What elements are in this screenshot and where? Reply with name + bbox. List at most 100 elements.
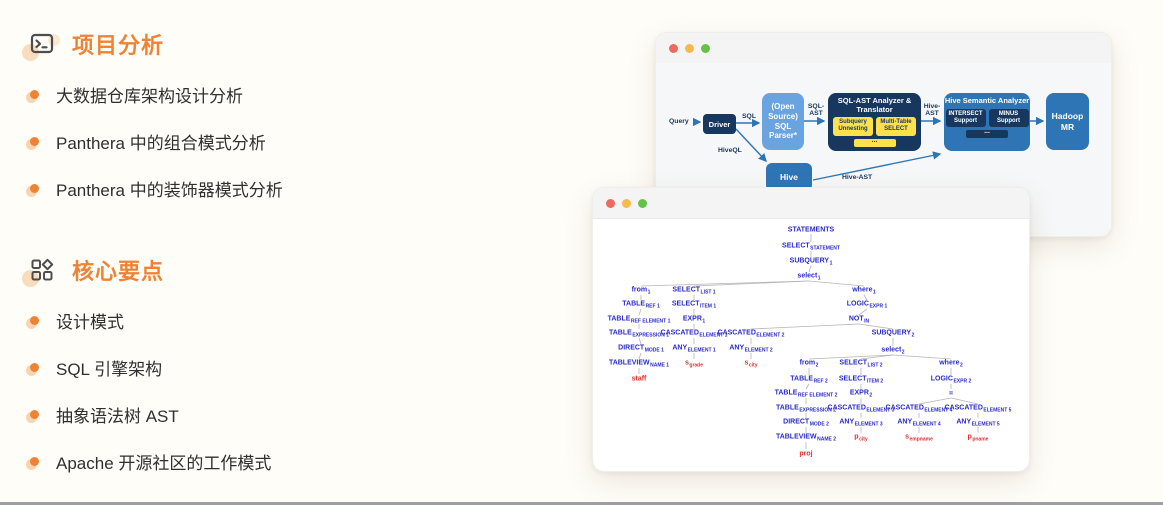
ast-edge <box>750 323 860 330</box>
bottom-edge-bar <box>0 502 1163 505</box>
traffic-light-red-icon <box>606 198 615 208</box>
ast-node: = <box>948 390 954 398</box>
ast-node: TABLEREF ELEMENT 2 <box>774 389 838 399</box>
ast-node: SELECTITEM 1 <box>671 300 717 310</box>
ast-node: SELECTITEM 2 <box>838 375 884 385</box>
ast-node: STATEMENTS <box>787 226 835 234</box>
ast-edge <box>805 383 810 390</box>
ast-node: SUBQUERY1 <box>789 257 833 267</box>
ast-edge <box>638 308 642 316</box>
ast-node: LOGICEXPR 2 <box>930 375 972 385</box>
hadoop-mr-box: Hadoop MR <box>1046 93 1089 150</box>
sql-label: SQL <box>742 113 756 120</box>
ast-edge <box>863 294 868 301</box>
ast-node: CASCATEDELEMENT 2 <box>717 329 785 339</box>
ast-leaf-node: staff <box>631 375 647 383</box>
ast-node: TABLEEXPRESSION 1 <box>609 329 669 339</box>
ast-node: SELECTLIST 2 <box>839 359 883 369</box>
subquery-unnesting-chip: Subquery Unnesting <box>833 117 873 136</box>
ast-node: NOTIN <box>848 315 870 325</box>
ast-node: ANYELEMENT 3 <box>839 418 883 428</box>
section-title: 核心要点 <box>72 259 165 284</box>
ast-node: where1 <box>852 286 876 296</box>
ast-node: ANYELEMENT 5 <box>956 418 1000 428</box>
section-header: 项目分析 <box>22 26 283 62</box>
section-project-analysis: 项目分析 大数据仓库架构设计分析 Panthera 中的组合模式分析 Panth… <box>22 26 283 224</box>
hive-ast-top-label: Hive-AST <box>923 103 941 118</box>
ast-node: TABLEVIEWNAME 2 <box>775 433 837 443</box>
ast-node: CASCATEDELEMENT 4 <box>885 404 953 414</box>
blocks-icon <box>22 255 57 287</box>
bullet-icon <box>26 363 39 376</box>
hive-ast-bottom-label: Hive-AST <box>842 174 873 181</box>
ast-edge <box>858 323 894 330</box>
bullet-list: 大数据仓库架构设计分析 Panthera 中的组合模式分析 Panthera 中… <box>26 83 283 200</box>
hiveql-label: HiveQL <box>718 147 742 154</box>
bullet-icon <box>26 184 39 197</box>
ast-node: EXPR1 <box>682 315 706 325</box>
list-item-text: 抽象语法树 AST <box>56 407 179 426</box>
ast-edge <box>638 352 642 360</box>
bullet-icon <box>26 90 39 103</box>
traffic-light-yellow-icon <box>622 198 631 208</box>
ast-edge <box>693 280 810 287</box>
list-item-text: SQL 引擎架构 <box>56 360 163 379</box>
list-item: SQL 引擎架构 <box>26 356 271 379</box>
list-item: 设计模式 <box>26 309 271 332</box>
analyzer-title: SQL-AST Analyzer & Translator <box>837 96 912 114</box>
ast-edge <box>858 308 868 316</box>
analyzer-chips: Subquery Unnesting Multi-Table SELECT <box>828 117 921 136</box>
hive-box: Hive <box>766 163 812 191</box>
section-key-points: 核心要点 设计模式 SQL 引擎架构 抽象语法树 AST Apache 开源社区… <box>22 252 272 497</box>
list-item-text: Apache 开源社区的工作模式 <box>56 454 272 473</box>
section-title: 项目分析 <box>72 33 165 58</box>
traffic-light-green-icon <box>701 43 710 53</box>
ast-window: STATEMENTS SELECTSTATEMENT SUBQUERY1 select… <box>592 187 1030 472</box>
ast-edge <box>892 354 952 360</box>
semantic-title: Hive Semantic Analyzer <box>944 96 1030 105</box>
sql-parser-box: (Open Source) SQL Parser* <box>762 93 804 150</box>
ast-node: SELECTLIST 1 <box>672 286 716 296</box>
ast-node: ANYELEMENT 1 <box>672 344 716 354</box>
ast-edge <box>808 354 894 360</box>
ast-node: CASCATEDELEMENT 1 <box>660 329 728 339</box>
ast-node: TABLEREF 1 <box>622 300 660 310</box>
multi-table-select-chip: Multi-Table SELECT <box>876 117 916 136</box>
list-item-text: 大数据仓库架构设计分析 <box>56 87 243 106</box>
bullet-icon <box>26 137 39 150</box>
hive-semantic-analyzer-box: Hive Semantic Analyzer INTERSECT Support… <box>944 93 1030 151</box>
list-item: Apache 开源社区的工作模式 <box>26 450 272 473</box>
ast-tree-lines <box>638 234 979 449</box>
ast-edge <box>918 397 952 405</box>
ast-node: select1 <box>797 272 821 282</box>
traffic-light-red-icon <box>669 43 678 53</box>
ast-node: DIRECTMODE 2 <box>783 418 829 428</box>
ast-tree: STATEMENTS SELECTSTATEMENT SUBQUERY1 select… <box>593 188 1029 471</box>
section-header: 核心要点 <box>22 252 271 288</box>
window-titlebar <box>593 188 1029 219</box>
list-item-text: 设计模式 <box>56 313 124 332</box>
bullet-icon <box>26 316 39 329</box>
ast-node: TABLEVIEWNAME 1 <box>608 359 670 369</box>
traffic-light-green-icon <box>638 198 647 208</box>
list-item: Panthera 中的组合模式分析 <box>26 130 283 153</box>
terminal-icon <box>22 29 60 61</box>
ast-edge <box>808 265 812 273</box>
ast-leaf-node: sempname <box>905 433 933 443</box>
ast-edge <box>950 397 979 405</box>
ast-node: from1 <box>631 286 651 296</box>
bullet-icon <box>26 457 39 470</box>
ast-edge <box>860 354 894 360</box>
ast-node: TABLEREF 2 <box>790 375 828 385</box>
ast-leaf-node: sgrade <box>684 359 704 369</box>
ast-node: ANYELEMENT 2 <box>729 344 773 354</box>
ast-edge <box>638 337 642 345</box>
semantic-chips: INTERSECT Support MINUS Support <box>944 108 1030 127</box>
list-item: 抽象语法树 AST <box>26 403 271 426</box>
ast-node: LOGICEXPR 1 <box>846 300 888 310</box>
ast-node: CASCATEDELEMENT 5 <box>944 404 1012 414</box>
traffic-light-yellow-icon <box>685 43 694 53</box>
semantic-more-chip: ... <box>966 128 1008 138</box>
ast-edge <box>808 280 865 287</box>
list-item-text: Panthera 中的装饰器模式分析 <box>56 181 283 200</box>
